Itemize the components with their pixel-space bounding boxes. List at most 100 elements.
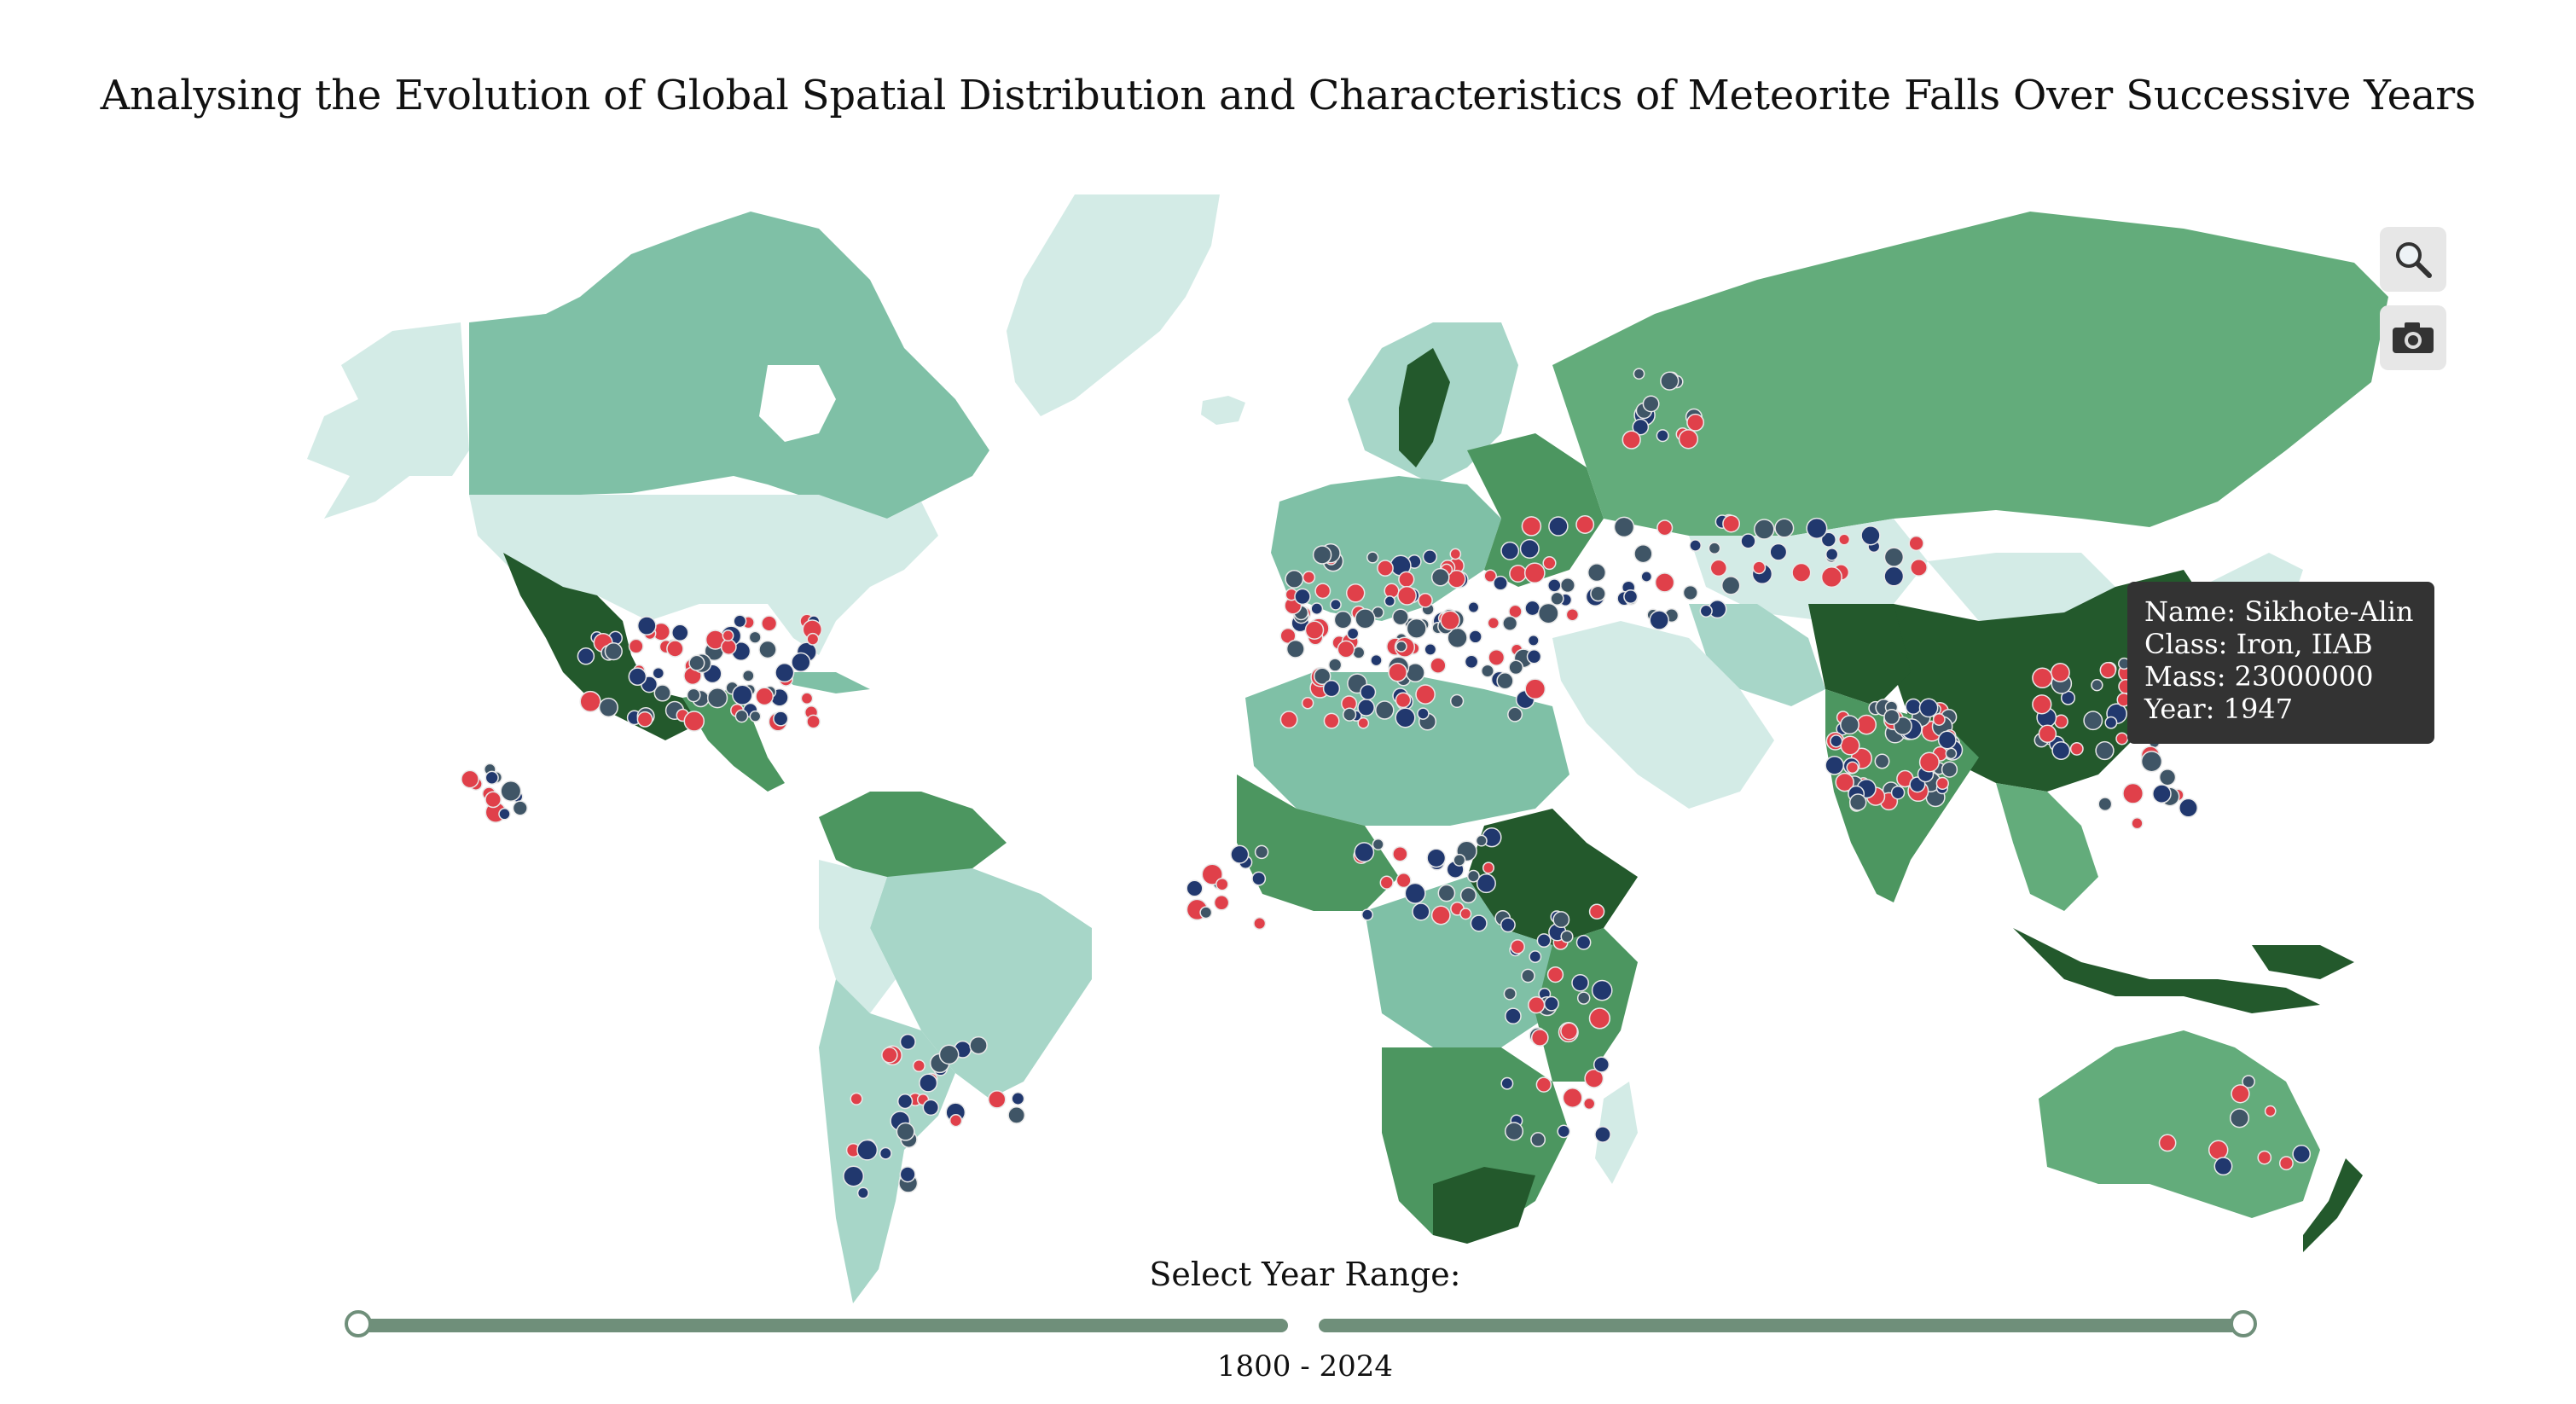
- country-cuba[interactable]: [776, 672, 870, 693]
- country-southeast-asia[interactable]: [1996, 783, 2098, 911]
- meteorite-marker[interactable]: [912, 1059, 925, 1073]
- meteorite-marker[interactable]: [734, 709, 749, 723]
- meteorite-marker[interactable]: [1720, 576, 1741, 595]
- country-central-africa[interactable]: [1365, 877, 1552, 1047]
- meteorite-marker[interactable]: [2158, 769, 2177, 786]
- meteorite-marker[interactable]: [1314, 583, 1332, 600]
- meteorite-marker[interactable]: [919, 1073, 938, 1093]
- country-australia[interactable]: [2039, 1030, 2320, 1218]
- meteorite-marker[interactable]: [636, 711, 653, 728]
- meteorite-marker[interactable]: [1535, 1076, 1552, 1093]
- meteorite-marker[interactable]: [688, 654, 705, 671]
- meteorite-marker[interactable]: [1487, 617, 1500, 629]
- meteorite-marker[interactable]: [1524, 600, 1540, 617]
- meteorite-marker[interactable]: [1593, 1056, 1610, 1073]
- meteorite-marker[interactable]: [896, 1122, 915, 1141]
- country-brazil[interactable]: [870, 868, 1092, 1099]
- meteorite-marker[interactable]: [806, 714, 821, 729]
- meteorite-marker[interactable]: [1908, 535, 1924, 552]
- meteorite-marker[interactable]: [1588, 903, 1605, 920]
- meteorite-marker[interactable]: [1682, 584, 1698, 600]
- meteorite-marker[interactable]: [1791, 562, 1812, 583]
- meteorite-marker[interactable]: [1565, 607, 1580, 622]
- meteorite-marker[interactable]: [2179, 798, 2198, 818]
- meteorite-marker[interactable]: [1945, 747, 1958, 760]
- meteorite-marker[interactable]: [1830, 734, 1843, 748]
- meteorite-marker[interactable]: [1820, 531, 1836, 548]
- map-canvas[interactable]: [222, 194, 2388, 1303]
- meteorite-marker[interactable]: [755, 687, 775, 706]
- meteorite-marker[interactable]: [1476, 873, 1496, 894]
- meteorite-marker[interactable]: [1536, 933, 1552, 949]
- meteorite-marker[interactable]: [1357, 717, 1370, 729]
- meteorite-marker[interactable]: [1007, 1106, 1026, 1124]
- meteorite-marker[interactable]: [1483, 569, 1497, 583]
- meteorite-marker[interactable]: [2038, 724, 2057, 744]
- meteorite-marker[interactable]: [773, 711, 789, 727]
- meteorite-marker[interactable]: [1504, 1122, 1524, 1141]
- meteorite-marker[interactable]: [1312, 545, 1332, 565]
- meteorite-marker[interactable]: [969, 1036, 988, 1055]
- meteorite-marker[interactable]: [671, 624, 689, 642]
- meteorite-marker[interactable]: [1398, 571, 1415, 588]
- country-madagascar[interactable]: [1595, 1082, 1638, 1184]
- meteorite-marker[interactable]: [1502, 615, 1518, 631]
- meteorite-marker[interactable]: [2152, 784, 2172, 804]
- meteorite-marker[interactable]: [1415, 684, 1436, 705]
- country-greenland[interactable]: [1007, 194, 1220, 416]
- meteorite-marker[interactable]: [2292, 1145, 2312, 1163]
- meteorite-marker[interactable]: [843, 1165, 865, 1187]
- meteorite-marker[interactable]: [1575, 935, 1592, 950]
- meteorite-marker[interactable]: [1395, 641, 1407, 653]
- meteorite-marker[interactable]: [791, 652, 811, 673]
- meteorite-marker[interactable]: [1467, 601, 1480, 613]
- meteorite-marker[interactable]: [1560, 1022, 1579, 1041]
- meteorite-marker[interactable]: [1584, 1068, 1604, 1088]
- meteorite-marker[interactable]: [1660, 371, 1680, 391]
- meteorite-marker[interactable]: [938, 1044, 960, 1065]
- country-east-africa[interactable]: [1535, 928, 1638, 1082]
- zoom-button[interactable]: [2380, 227, 2446, 292]
- meteorite-marker[interactable]: [1464, 654, 1479, 670]
- world-map[interactable]: [222, 194, 2388, 1303]
- meteorite-marker[interactable]: [1642, 395, 1660, 413]
- meteorite-marker[interactable]: [2122, 782, 2144, 804]
- meteorite-marker[interactable]: [636, 616, 657, 635]
- meteorite-marker[interactable]: [1345, 583, 1366, 603]
- meteorite-marker[interactable]: [1708, 542, 1721, 555]
- meteorite-marker[interactable]: [628, 638, 644, 654]
- meteorite-marker[interactable]: [1468, 629, 1482, 644]
- meteorite-marker[interactable]: [2158, 1134, 2177, 1152]
- meteorite-marker[interactable]: [1500, 541, 1520, 560]
- meteorite-marker[interactable]: [1840, 735, 1860, 756]
- meteorite-marker[interactable]: [949, 1114, 963, 1128]
- meteorite-marker[interactable]: [1354, 842, 1375, 863]
- meteorite-marker[interactable]: [1571, 973, 1589, 992]
- meteorite-marker[interactable]: [1301, 696, 1314, 710]
- country-usa[interactable]: [469, 495, 938, 655]
- country-central-asia[interactable]: [1808, 604, 1911, 706]
- meteorite-marker[interactable]: [1910, 558, 1928, 577]
- meteorite-marker[interactable]: [1199, 906, 1213, 920]
- meteorite-marker[interactable]: [741, 669, 755, 682]
- meteorite-marker[interactable]: [2104, 716, 2118, 729]
- meteorite-marker[interactable]: [1774, 518, 1795, 538]
- meteorite-marker[interactable]: [2231, 1084, 2250, 1104]
- meteorite-marker[interactable]: [1530, 1029, 1549, 1047]
- meteorite-marker[interactable]: [1537, 602, 1559, 624]
- meteorite-marker[interactable]: [1820, 566, 1842, 589]
- meteorite-marker[interactable]: [1500, 1076, 1514, 1090]
- meteorite-marker[interactable]: [856, 1186, 869, 1199]
- meteorite-marker[interactable]: [1856, 714, 1877, 735]
- meteorite-marker[interactable]: [1449, 693, 1465, 709]
- meteorite-marker[interactable]: [1686, 413, 1705, 432]
- meteorite-marker[interactable]: [1346, 627, 1360, 641]
- meteorite-marker[interactable]: [1542, 556, 1557, 571]
- meteorite-marker[interactable]: [498, 808, 511, 821]
- meteorite-marker[interactable]: [1440, 610, 1460, 631]
- meteorite-marker[interactable]: [1883, 566, 1905, 587]
- meteorite-marker[interactable]: [1678, 429, 1699, 450]
- meteorite-marker[interactable]: [1874, 753, 1890, 769]
- meteorite-marker[interactable]: [1395, 873, 1412, 889]
- meteorite-marker[interactable]: [1740, 533, 1756, 549]
